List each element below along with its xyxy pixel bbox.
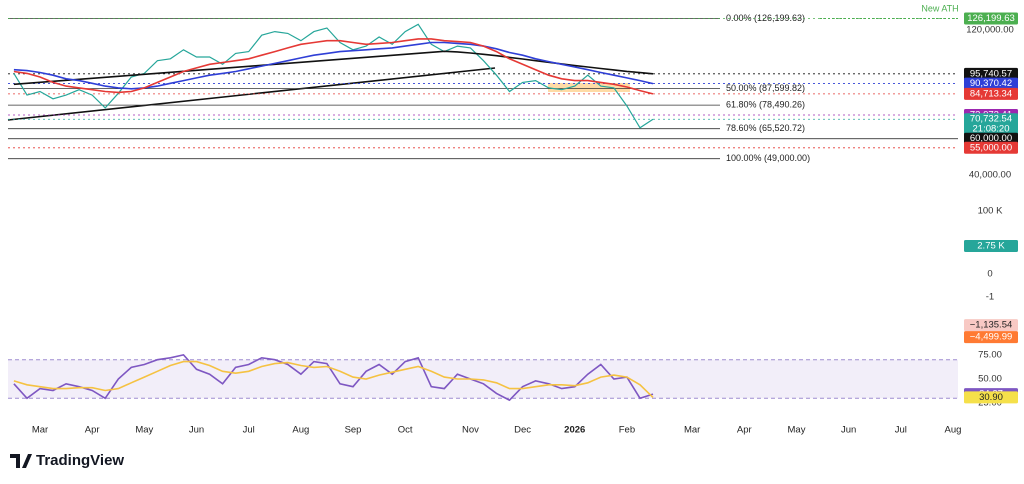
price-badge-label: 70,732.54 [970, 114, 1012, 125]
x-tick-label: Apr [737, 425, 752, 436]
rsi-band [8, 359, 958, 399]
price-badge-label: 84,713.34 [970, 88, 1012, 99]
x-tick-label: May [135, 425, 153, 436]
price-badge [964, 319, 1018, 332]
y-tick-label: 0 [987, 269, 992, 280]
ath-annotation: New ATH [921, 3, 958, 13]
x-tick-label: Jul [895, 425, 907, 436]
logo-mark [10, 454, 32, 468]
price-badge [964, 113, 1018, 136]
fib-label: 50.00% (87,599.82) [726, 83, 805, 93]
price-badge [964, 77, 1018, 90]
price-badge-label: 2.75 K [977, 241, 1005, 252]
y-tick-label: 40,000.00 [969, 170, 1011, 181]
price-badge-label: 60,000.00 [970, 133, 1012, 144]
price-badge [964, 141, 1018, 154]
x-tick-label: Oct [398, 425, 413, 436]
brand-name: TradingView [36, 452, 124, 469]
x-tick-label: Feb [619, 425, 635, 436]
series-line [13, 23, 654, 129]
price-badge [964, 331, 1018, 344]
x-tick-label: 2026 [564, 425, 585, 436]
y-tick-label: 50.00 [978, 373, 1002, 384]
x-tick-label: Nov [462, 425, 479, 436]
x-tick-label: Aug [292, 425, 309, 436]
x-tick-label: Jun [841, 425, 856, 436]
price-badge-label: 55,000.00 [970, 142, 1012, 153]
x-tick-label: Jun [189, 425, 204, 436]
x-tick-label: Jul [243, 425, 255, 436]
price-badge [964, 87, 1018, 100]
y-tick-label: 100 K [978, 205, 1003, 216]
price-badge [964, 12, 1018, 25]
price-badge-label: 95,740.57 [970, 68, 1012, 79]
price-badge-label: −1,135.54 [970, 320, 1013, 331]
series-line [13, 354, 654, 402]
series-line [13, 50, 654, 86]
x-tick-label: Sep [345, 425, 362, 436]
series-line [13, 38, 654, 95]
x-tick-label: Aug [945, 425, 962, 436]
series-line [13, 360, 654, 398]
price-badge [964, 240, 1018, 253]
x-tick-label: Dec [514, 425, 531, 436]
series-line [13, 41, 654, 90]
price-badge-label: 30.90 [979, 392, 1003, 403]
x-tick-label: Mar [32, 425, 48, 436]
brand-logo: TradingView [10, 452, 124, 469]
price-badge-label: −4,499.99 [970, 332, 1013, 343]
x-tick-label: May [788, 425, 806, 436]
x-tick-label: Apr [85, 425, 100, 436]
price-badge [964, 132, 1018, 145]
fib-label: 100.00% (49,000.00) [726, 153, 810, 163]
price-badge [964, 67, 1018, 80]
x-tick-label: Mar [684, 425, 700, 436]
price-badge-label: 126,199.63 [967, 13, 1015, 24]
y-tick-label: 120,000.00 [966, 24, 1014, 35]
fib-label: 61.80% (78,490.26) [726, 100, 805, 110]
y-tick-label: 75.00 [978, 349, 1002, 360]
fib-label: 0.00% (126,199.63) [726, 13, 805, 23]
price-badge-label: 90,370.42 [970, 78, 1012, 89]
range-box [548, 83, 630, 92]
fib-label: 78.60% (65,520.72) [726, 123, 805, 133]
trendline [7, 67, 496, 121]
price-badge [964, 391, 1018, 404]
y-tick-label: -1 [986, 291, 994, 302]
countdown-label: 21:08:20 [973, 124, 1010, 135]
